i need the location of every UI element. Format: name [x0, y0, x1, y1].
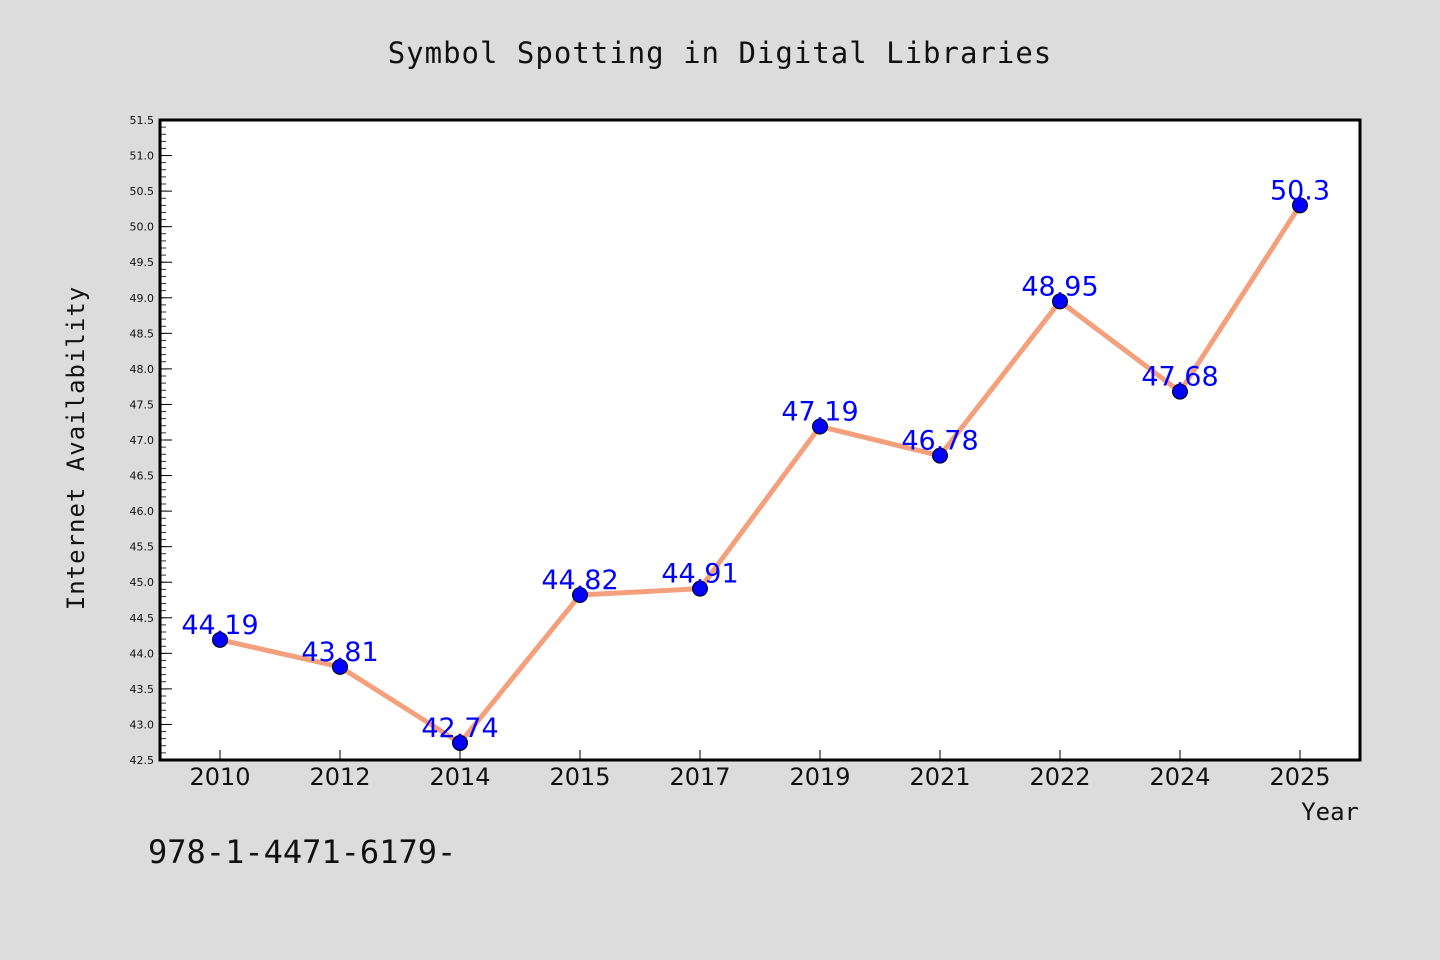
x-axis-label: Year — [1301, 798, 1359, 826]
x-tick-label: 2015 — [549, 763, 610, 791]
x-tick-label: 2017 — [669, 763, 730, 791]
y-tick-label: 45.0 — [130, 576, 155, 589]
x-tick-label: 2019 — [789, 763, 850, 791]
plot-area — [160, 120, 1360, 760]
data-label: 47.19 — [781, 396, 858, 427]
data-label: 44.91 — [661, 559, 738, 590]
y-tick-label: 49.5 — [130, 256, 155, 269]
data-label: 43.81 — [301, 637, 378, 668]
y-tick-label: 47.0 — [130, 434, 155, 447]
data-label: 44.82 — [541, 565, 618, 596]
data-point — [572, 587, 588, 604]
x-tick-label: 2014 — [429, 763, 490, 791]
y-tick-label: 46.0 — [130, 505, 155, 518]
data-point — [932, 447, 948, 464]
x-axis: 2010 2012 2014 2015 2017 2019 2021 2022 2024 2025 — [189, 750, 1331, 791]
data-point — [1052, 293, 1068, 310]
data-label: 42.74 — [421, 713, 498, 744]
x-tick-label: 2024 — [1149, 763, 1210, 791]
series-line — [217, 202, 1303, 746]
y-tick-label: 50.0 — [130, 221, 155, 234]
data-label: 44.19 — [181, 610, 258, 641]
data-label: 47.68 — [1141, 362, 1218, 393]
chart-title: Symbol Spotting in Digital Libraries — [388, 36, 1053, 70]
data-labels: 44.19 43.81 42.74 44.82 44.91 47.19 46.78 48.95… — [181, 175, 1330, 744]
data-point — [1172, 383, 1188, 400]
x-tick-label: 2012 — [309, 763, 370, 791]
y-tick-label: 43.0 — [130, 718, 155, 731]
plot-frame — [158, 118, 1362, 762]
y-tick-label: 43.5 — [130, 683, 155, 696]
data-point — [212, 631, 228, 648]
y-tick-label: 44.5 — [130, 612, 155, 625]
data-label: 46.78 — [901, 426, 978, 457]
isbn-annotation: 978-1-4471-6179- — [148, 833, 456, 871]
data-point — [1292, 197, 1308, 214]
y-tick-label: 51.5 — [130, 114, 155, 127]
y-tick-label: 44.0 — [130, 647, 155, 660]
y-tick-label: 45.5 — [130, 541, 155, 554]
series-markers — [212, 197, 1308, 751]
data-point — [692, 580, 708, 597]
data-point — [812, 418, 828, 435]
y-axis-label: Internet Availability — [62, 286, 90, 610]
data-point — [332, 658, 348, 675]
data-label: 50.3 — [1270, 175, 1330, 206]
y-tick-label: 50.5 — [130, 185, 155, 198]
y-tick-label: 48.5 — [130, 327, 155, 340]
x-tick-label: 2025 — [1269, 763, 1330, 791]
x-tick-label: 2021 — [909, 763, 970, 791]
y-tick-label: 48.0 — [130, 363, 155, 376]
data-label: 48.95 — [1021, 271, 1098, 302]
y-tick-label: 42.5 — [130, 754, 155, 767]
y-tick-label: 47.5 — [130, 398, 155, 411]
x-tick-label: 2010 — [189, 763, 250, 791]
y-tick-label: 46.5 — [130, 470, 155, 483]
data-point — [452, 734, 468, 751]
x-tick-label: 2022 — [1029, 763, 1090, 791]
y-tick-label: 51.0 — [130, 150, 155, 163]
y-tick-label: 49.0 — [130, 292, 155, 305]
